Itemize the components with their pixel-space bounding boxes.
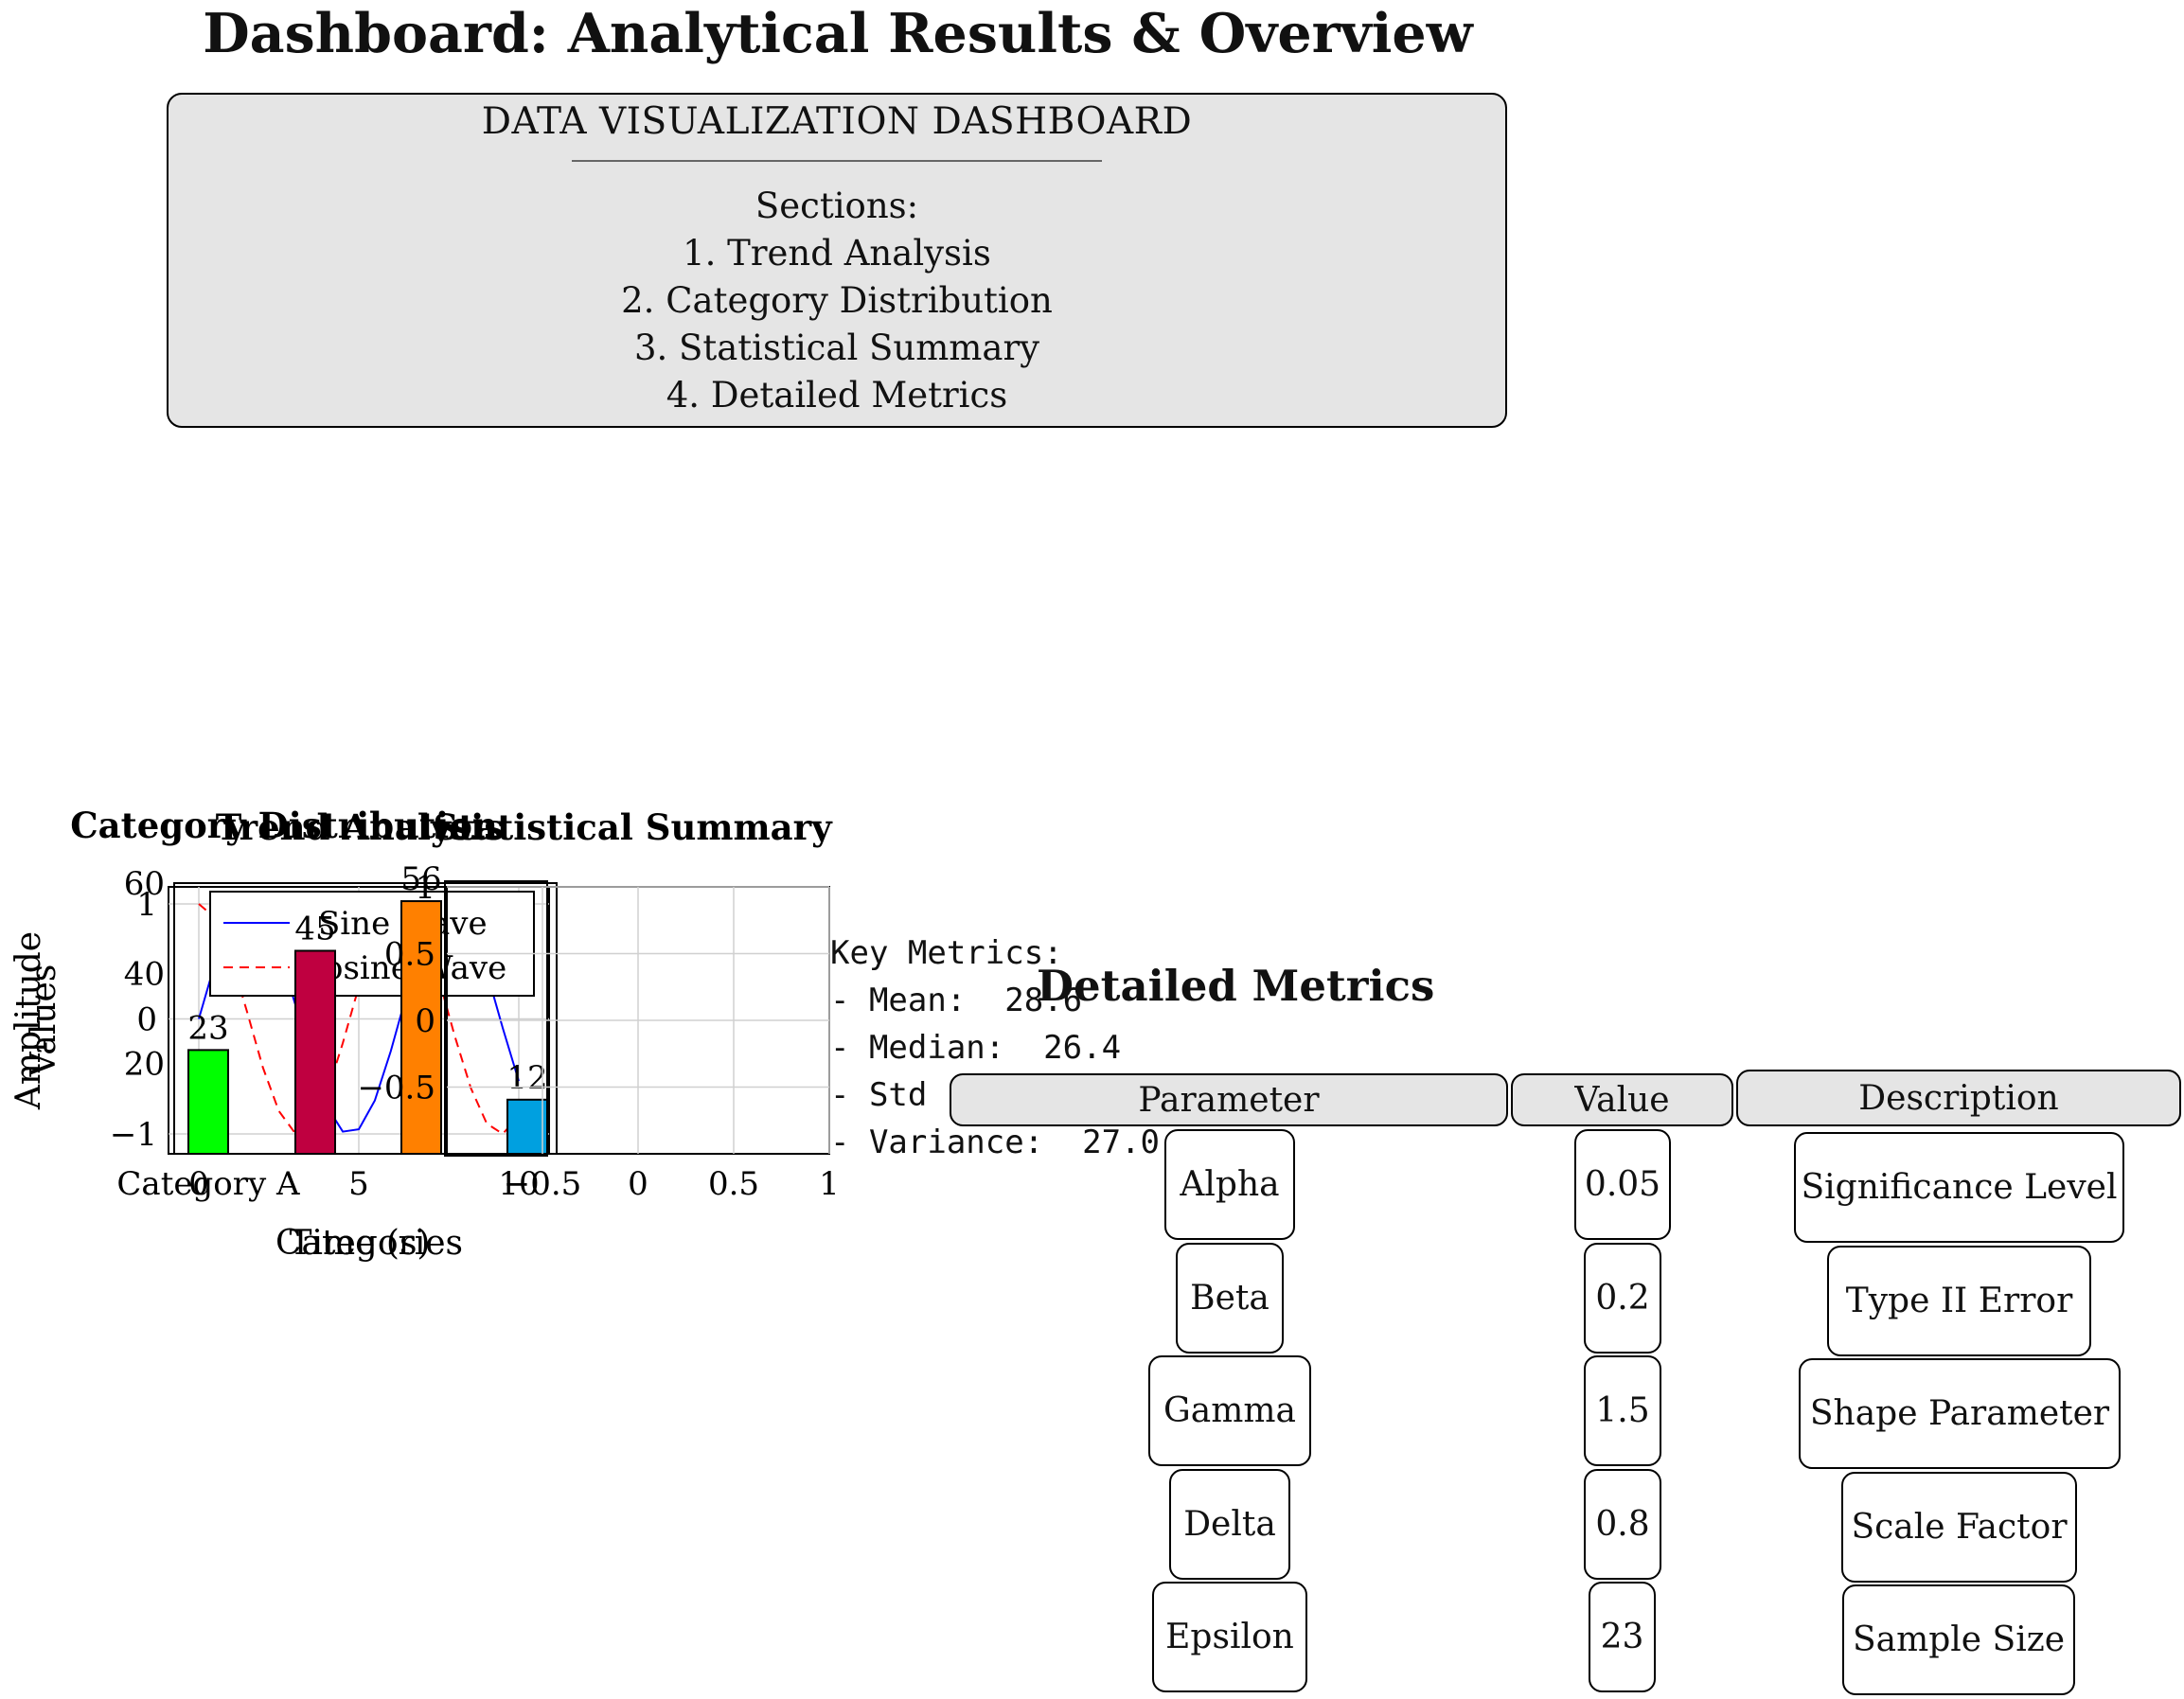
statistical-summary-chart: −0.5 0 0.5 1 −0.5 0 0.5 1 Statistical Summary xyxy=(357,806,839,1203)
key-metric-line: - Mean: 28.6 xyxy=(830,982,1083,1019)
overview-panel: DATA VISUALIZATION DASHBOARD Sections: 1… xyxy=(167,93,1507,428)
table-cell-parameter: Epsilon xyxy=(1152,1582,1307,1692)
section-item: 3. Statistical Summary xyxy=(633,327,1040,368)
bar-data-label: 12 xyxy=(506,1059,547,1097)
table-cell-parameter: Gamma xyxy=(1148,1355,1311,1466)
bar-xtick-label: Category A xyxy=(116,1165,300,1203)
bar-ylabel: Values xyxy=(25,965,63,1078)
key-metric-line: - Variance: 27.0 xyxy=(830,1124,1160,1161)
table-header-parameter: Parameter xyxy=(950,1073,1508,1126)
table-cell-value: 0.2 xyxy=(1584,1243,1661,1354)
stat-ytick-label: 0.5 xyxy=(384,936,435,974)
detailed-metrics-title: Detailed Metrics xyxy=(1037,961,1435,1011)
bar-ytick-label: 60 xyxy=(124,865,165,903)
stat-tick-labels: −0.5 0 0.5 1 −0.5 0 0.5 1 xyxy=(357,869,839,1203)
table-cell-description: Type II Error xyxy=(1827,1246,2091,1356)
bar-xlabel: Categories xyxy=(275,1224,463,1263)
trend-ytick-label: −1 xyxy=(110,1116,157,1154)
table-cell-value: 23 xyxy=(1589,1582,1656,1692)
table-cell-parameter: Alpha xyxy=(1164,1129,1295,1240)
stat-xtick-label: 0.5 xyxy=(708,1165,759,1203)
bar-ytick-label: 20 xyxy=(124,1046,165,1084)
bar xyxy=(294,949,336,1155)
table-cell-description: Sample Size xyxy=(1842,1584,2075,1695)
table-cell-value: 1.5 xyxy=(1584,1355,1661,1466)
bar-data-label: 56 xyxy=(400,860,441,898)
trend-xtick-label: 5 xyxy=(348,1165,369,1203)
trend-xlabel: Time (s) xyxy=(290,1224,431,1263)
bar xyxy=(400,900,442,1155)
table-cell-description: Shape Parameter xyxy=(1799,1358,2121,1469)
bar-plot-frame xyxy=(173,882,558,1155)
stat-grid xyxy=(447,886,830,1154)
trend-legend-box xyxy=(209,891,535,997)
bar-data-label: 23 xyxy=(187,1009,228,1047)
category-distribution-chart: 23 45 56 12 20 40 60 Category A Category Distr… xyxy=(25,805,558,1263)
stat-xtick-label: 1 xyxy=(819,1165,840,1203)
stat-xtick-label: −0.5 xyxy=(504,1165,582,1203)
bar-title: Category Distribution xyxy=(70,805,498,846)
section-item: 2. Category Distribution xyxy=(621,280,1053,321)
bar-ytick-label: 40 xyxy=(124,955,165,993)
bar-data-label: 45 xyxy=(294,911,335,948)
trend-ytick-label: 1 xyxy=(136,886,157,924)
stat-ytick-label: 0 xyxy=(415,1002,435,1040)
trend-legend: Sine Wave Cosine Wave xyxy=(209,891,535,997)
section-item: 1. Trend Analysis xyxy=(683,233,991,274)
section-item: 4. Detailed Metrics xyxy=(666,375,1008,416)
table-header-description: Description xyxy=(1736,1070,2181,1126)
stat-ytick-label: 1 xyxy=(415,869,435,907)
trend-tick-labels: 0 5 10 −1 0 1 xyxy=(110,886,540,1203)
bar xyxy=(506,1098,548,1156)
overview-title: DATA VISUALIZATION DASHBOARD xyxy=(481,100,1193,143)
key-metrics-heading: Key Metrics: xyxy=(830,934,1063,972)
stat-overlap-frame xyxy=(444,880,548,1157)
trend-analysis-chart: 0 5 10−101 Trend Analysis Time (s) Amplitu… xyxy=(9,806,550,1263)
trend-ytick-label: 0 xyxy=(136,1001,157,1039)
table-cell-description: Significance Level xyxy=(1794,1132,2124,1243)
stat-title: Statistical Summary xyxy=(433,806,833,848)
trend-ylabel: Amplitude xyxy=(9,931,48,1110)
key-metric-line: - Median: 26.4 xyxy=(830,1029,1122,1067)
trend-xtick-label: 0 xyxy=(188,1165,209,1203)
stat-xtick-label: 0 xyxy=(628,1165,648,1203)
trend-xtick-label: 10 xyxy=(498,1165,539,1203)
table-cell-parameter: Beta xyxy=(1176,1243,1284,1354)
overview-divider xyxy=(572,160,1102,162)
sections-label: Sections: xyxy=(755,186,919,226)
table-cell-parameter: Delta xyxy=(1169,1469,1290,1580)
table-header-value: Value xyxy=(1511,1073,1733,1126)
bar-series: 23 45 56 12 xyxy=(187,860,548,1156)
trend-title: Trend Analysis xyxy=(216,806,504,848)
bar-tick-labels: 20 40 60 Category A xyxy=(116,865,300,1203)
key-metrics: Key Metrics: - Mean: 28.6 - Median: 26.4 - … xyxy=(830,929,1160,1166)
key-metric-line: - Std xyxy=(830,1076,928,1114)
table-cell-value: 0.05 xyxy=(1574,1129,1671,1240)
table-cell-description: Scale Factor xyxy=(1841,1472,2077,1583)
cosine-wave-line xyxy=(198,903,520,1136)
bar xyxy=(187,1049,229,1156)
stat-ytick-label: −0.5 xyxy=(357,1070,435,1107)
table-cell-value: 0.8 xyxy=(1584,1469,1661,1580)
page-title: Dashboard: Analytical Results & Overview xyxy=(203,2,1473,65)
